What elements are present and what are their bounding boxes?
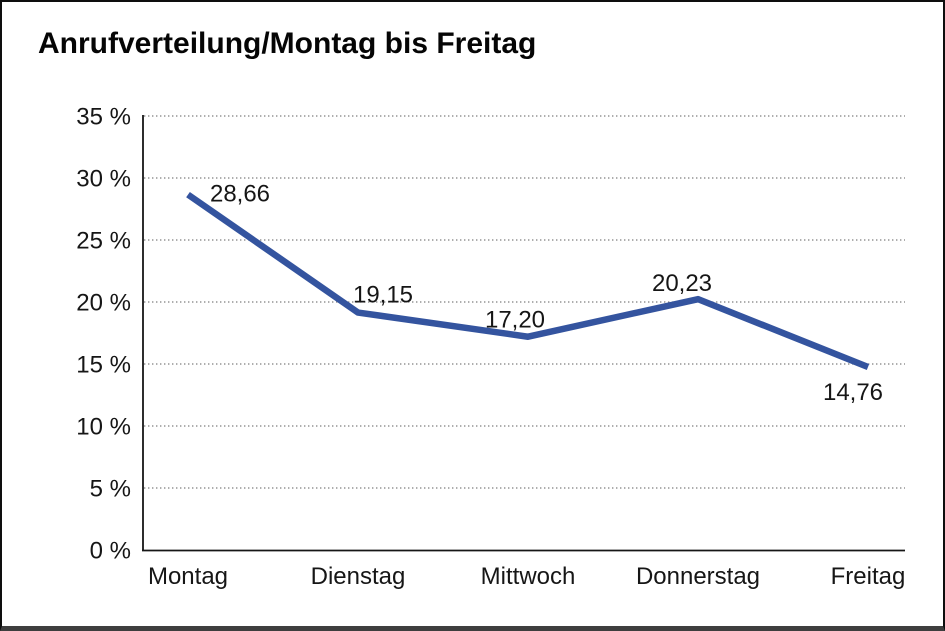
x-axis-category-label: Freitag [831,563,906,590]
x-axis-category-label: Mittwoch [481,563,576,590]
y-axis-tick-label: 25 % [76,228,131,255]
x-axis-category-label: Montag [148,563,228,590]
y-axis-tick-label: 20 % [76,290,131,317]
series-line [186,191,870,370]
y-axis-tick-label: 10 % [76,414,131,441]
data-point-label: 14,76 [823,379,883,406]
data-point-label: 20,23 [652,270,712,297]
chart-title: Anrufverteilung/Montag bis Freitag [38,27,537,60]
x-axis-category-label: Donnerstag [636,563,760,590]
y-axis-tick-label: 15 % [76,352,131,379]
x-axis-category-label: Dienstag [311,563,406,590]
y-axis-tick-label: 35 % [76,104,131,131]
y-axis-tick-label: 5 % [90,476,131,503]
y-axis-tick-label: 30 % [76,166,131,193]
data-point-label: 19,15 [353,282,413,309]
data-point-label: 17,20 [485,307,545,334]
y-axis-tick-label: 0 % [90,538,131,565]
data-point-label: 28,66 [210,181,270,208]
